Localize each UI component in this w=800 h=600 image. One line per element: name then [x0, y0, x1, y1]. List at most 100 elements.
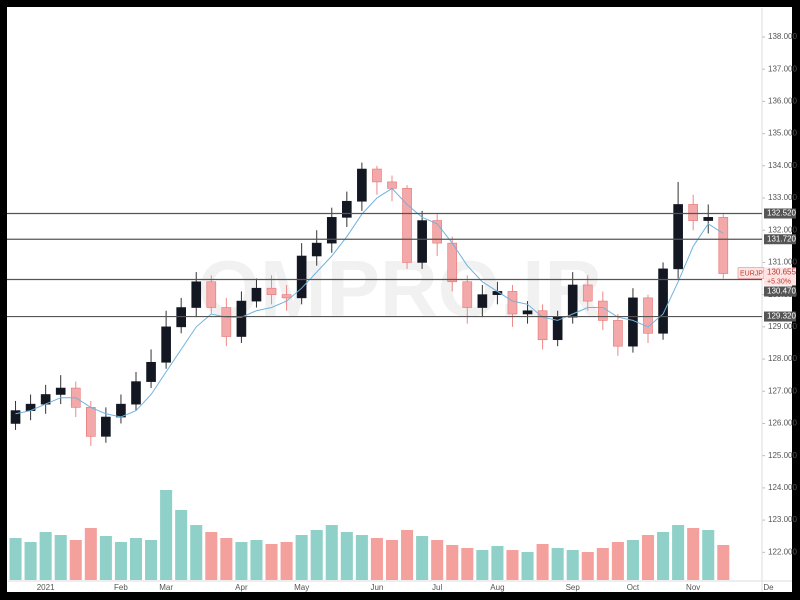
- volume-bar: [190, 525, 203, 580]
- volume-bar: [611, 542, 624, 580]
- x-tick-label: 2021: [37, 583, 55, 592]
- volume-bar: [581, 552, 594, 580]
- candle-body: [326, 217, 337, 244]
- candle-body: [462, 281, 473, 308]
- volume-bar: [506, 550, 519, 580]
- volume-bar: [9, 538, 22, 580]
- volume-bar: [39, 532, 52, 580]
- candle-body: [281, 294, 292, 299]
- level-label-box: [764, 208, 796, 219]
- y-tick-label: 122.000: [768, 547, 797, 556]
- level-label-box: [764, 286, 796, 297]
- volume-bar: [626, 540, 639, 580]
- y-tick-label: 134.000: [768, 161, 797, 170]
- volume-bar: [370, 538, 383, 580]
- y-tick-label: 135.000: [768, 129, 797, 138]
- candle-body: [673, 204, 683, 270]
- level-label-box: [764, 311, 796, 322]
- volume-bar: [84, 528, 97, 580]
- volume-bar: [310, 530, 323, 580]
- volume-bar: [385, 540, 399, 580]
- y-tick-label: 126.000: [768, 419, 797, 428]
- x-tick-label: De: [763, 583, 774, 592]
- volume-bar: [551, 548, 564, 580]
- level-label: 129.320: [767, 312, 796, 321]
- candle-body: [613, 320, 623, 347]
- candle-body: [342, 200, 352, 218]
- volume-bar: [672, 525, 685, 580]
- volume-bar: [265, 544, 278, 580]
- last-price-box: [764, 267, 796, 286]
- volume-bar: [280, 542, 293, 580]
- candle-body: [417, 220, 427, 263]
- candle-body: [507, 291, 518, 315]
- volume-bar: [641, 535, 655, 580]
- volume-bar: [114, 542, 127, 580]
- candle-body: [537, 310, 548, 341]
- volume-bar: [521, 552, 534, 580]
- level-label: 131.720: [767, 234, 796, 243]
- candle-body: [567, 284, 578, 318]
- volume-bar: [160, 490, 173, 580]
- candle-body: [372, 168, 382, 183]
- volume-bar: [461, 548, 474, 580]
- candle-body: [688, 204, 698, 221]
- volume-bar: [431, 540, 444, 580]
- y-tick-label: 131.000: [768, 258, 797, 267]
- change-label: +5.30%: [767, 278, 791, 285]
- candle-body: [718, 217, 729, 274]
- volume-bar: [717, 545, 730, 580]
- candle-body: [402, 188, 412, 263]
- candle-body: [176, 307, 186, 328]
- volume-bar: [129, 538, 143, 580]
- candle-body: [101, 416, 111, 437]
- candle-body: [447, 242, 458, 283]
- volume-bar: [235, 542, 248, 580]
- candle-body: [266, 287, 277, 295]
- volume-bar: [175, 510, 188, 580]
- candle-body: [116, 403, 126, 418]
- volume-bar: [355, 535, 368, 580]
- candle-body: [598, 300, 608, 321]
- x-tick-label: Nov: [686, 583, 700, 592]
- x-tick-label: Feb: [114, 583, 128, 592]
- y-tick-label: 124.000: [768, 483, 797, 492]
- x-tick-label: Apr: [235, 583, 248, 592]
- symbol-label: EURJPY: [740, 270, 768, 277]
- level-label: 130.470: [767, 287, 796, 296]
- x-tick-label: Mar: [159, 583, 173, 592]
- volume-bar: [657, 532, 670, 580]
- volume-bar: [54, 535, 67, 580]
- y-tick-label: 129.000: [768, 322, 797, 331]
- y-tick-label: 136.000: [768, 97, 797, 106]
- y-tick-label: 138.000: [768, 32, 797, 41]
- volume-bar: [566, 550, 579, 580]
- candle-body: [86, 407, 96, 437]
- moving-average: [15, 187, 724, 418]
- y-tick-label: 133.000: [768, 193, 797, 202]
- candle-body: [161, 326, 171, 363]
- candle-body: [206, 281, 217, 308]
- volume-bar: [99, 536, 112, 580]
- candle-body: [357, 168, 367, 202]
- level-label: 132.520: [767, 209, 796, 218]
- y-tick-label: 137.000: [768, 64, 797, 73]
- candle-body: [296, 255, 307, 299]
- candle-body: [643, 297, 653, 334]
- volume-bar: [250, 540, 263, 580]
- last-price-label: 130.655: [767, 268, 796, 277]
- candle-body: [131, 381, 141, 405]
- y-tick-label: 127.000: [768, 386, 797, 395]
- candle-body: [552, 316, 563, 341]
- x-tick-label: Jul: [432, 583, 442, 592]
- volume-bar: [687, 528, 700, 580]
- candle-body: [658, 268, 668, 334]
- volume-bar: [220, 538, 233, 580]
- candle-body: [251, 287, 262, 302]
- x-tick-label: Aug: [490, 583, 504, 592]
- candle-body: [582, 284, 593, 302]
- candle-body: [387, 181, 397, 189]
- candle-body: [477, 294, 488, 308]
- candle-body: [236, 300, 247, 337]
- candle-body: [55, 387, 66, 395]
